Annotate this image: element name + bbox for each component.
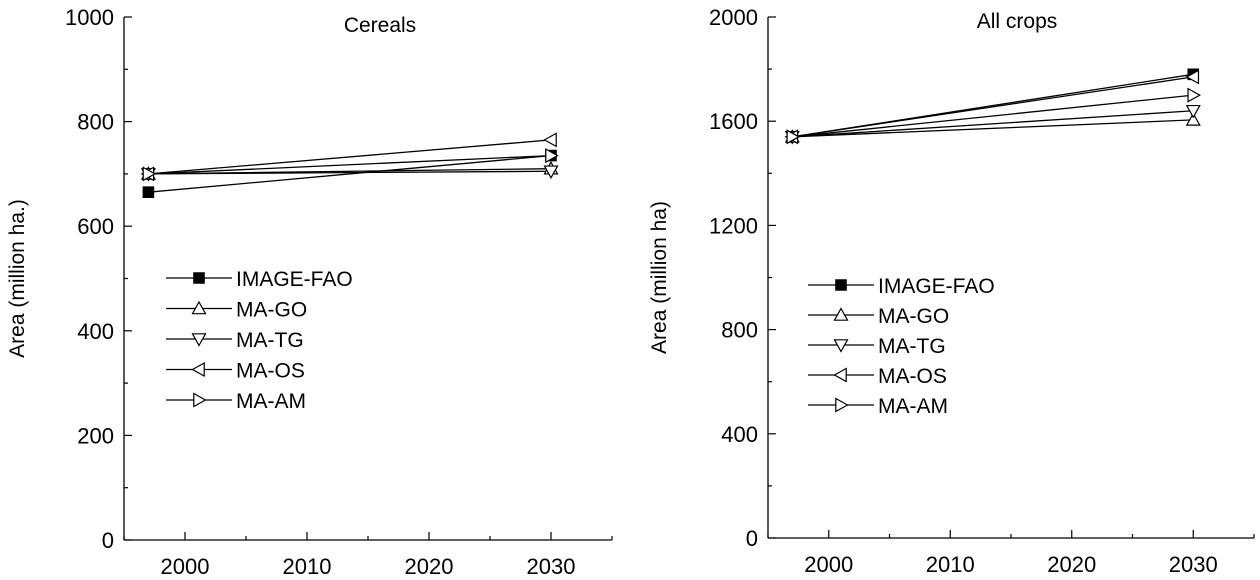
- legend-entry-label: MA-AM: [236, 390, 306, 413]
- x-tick-label: 2000: [161, 554, 210, 579]
- y-tick-label: 200: [77, 423, 114, 448]
- y-tick-label: 0: [746, 526, 758, 551]
- legend-entry-label: MA-GO: [236, 299, 307, 322]
- y-tick-label: 400: [77, 319, 114, 344]
- legend-marker: [191, 361, 205, 378]
- legend-entry-label: MA-OS: [878, 365, 947, 388]
- legend-marker: [835, 397, 849, 413]
- data-point-ma-am: [545, 148, 559, 164]
- x-tick-label: 2020: [405, 554, 454, 579]
- legend-entry-label: IMAGE-FAO: [878, 275, 995, 298]
- data-point-ma-os: [543, 132, 557, 148]
- series-line-image-fao: [148, 154, 552, 193]
- legend-marker: [193, 392, 207, 408]
- series-line-ma-go: [792, 119, 1194, 138]
- x-tick-label: 2010: [926, 552, 975, 577]
- y-axis-label: Area (million ha.): [6, 199, 29, 358]
- legend-marker: [191, 333, 207, 347]
- series-line-ma-tg: [792, 110, 1194, 138]
- y-tick-label: 800: [721, 318, 758, 343]
- series-line-ma-am: [148, 154, 552, 175]
- x-tick-label: 2020: [1047, 552, 1096, 577]
- y-tick-label: 2000: [709, 5, 758, 30]
- chart-title: Cereals: [344, 14, 416, 37]
- series-line-ma-am: [792, 94, 1194, 138]
- y-tick-label: 1200: [709, 213, 758, 238]
- y-axis-label: Area (million ha): [648, 201, 671, 354]
- legend-marker: [193, 272, 205, 284]
- legend-entry-label: MA-GO: [878, 305, 949, 328]
- panel-1: 0 200 400 600 800 1000 2000 2010 2020 2030 Cereals…: [6, 5, 613, 579]
- legend: IMAGE-FAO MA-GO MA-TG MA-OS MA-AM: [166, 268, 353, 413]
- data-point-ma-am: [786, 129, 801, 145]
- data-point-ma-tg: [543, 165, 559, 180]
- y-tick-label: 400: [721, 422, 758, 447]
- y-tick-label: 0: [102, 528, 114, 553]
- chart-title: All crops: [977, 10, 1058, 33]
- legend-marker: [833, 307, 849, 321]
- data-point-image-fao: [142, 186, 155, 199]
- legend-entry-label: IMAGE-FAO: [236, 268, 353, 291]
- legend-marker: [833, 367, 847, 383]
- legend-marker: [191, 300, 207, 315]
- legend-entry-label: MA-TG: [236, 329, 304, 352]
- series-line-ma-os: [148, 139, 552, 175]
- y-tick-label: 600: [77, 214, 114, 239]
- data-point-ma-am: [142, 166, 157, 182]
- legend: IMAGE-FAO MA-GO MA-TG MA-OS MA-AM: [808, 275, 995, 418]
- x-tick-label: 2010: [283, 554, 332, 579]
- data-point-ma-tg: [1185, 104, 1201, 119]
- legend-entry-label: MA-AM: [878, 395, 948, 418]
- y-tick-label: 1600: [709, 109, 758, 134]
- y-tick-label: 1000: [65, 5, 114, 30]
- legend-entry-label: MA-TG: [878, 335, 946, 358]
- series-line-ma-tg: [148, 170, 552, 175]
- legend-marker: [833, 339, 849, 353]
- x-tick-label: 2030: [1169, 552, 1218, 577]
- x-tick-label: 2030: [527, 554, 576, 579]
- series-line-ma-os: [792, 76, 1194, 138]
- x-tick-label: 2000: [804, 552, 853, 577]
- data-point-ma-am: [1187, 87, 1201, 103]
- data-point-ma-go: [1185, 112, 1201, 126]
- y-tick-label: 800: [77, 110, 114, 135]
- data-point-ma-os: [1185, 69, 1200, 85]
- legend-marker: [835, 279, 847, 291]
- panel-2: 0 400 800 1200 1600 2000 2000 2010 2020 2030 All c…: [648, 5, 1255, 577]
- legend-entry-label: MA-OS: [236, 360, 305, 383]
